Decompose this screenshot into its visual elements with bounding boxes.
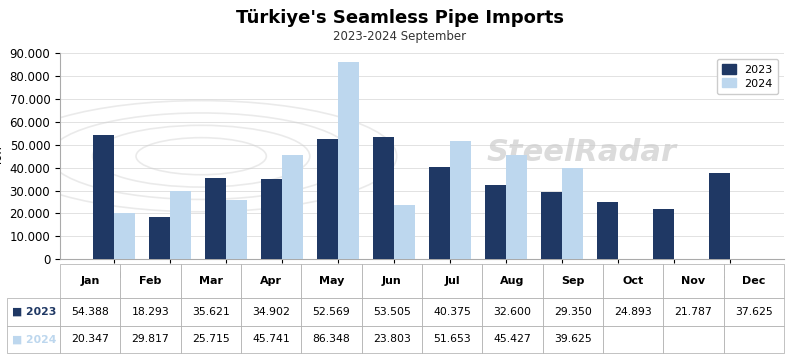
Bar — [562, 169, 583, 259]
Text: SteelRadar: SteelRadar — [486, 138, 676, 166]
Bar — [149, 217, 170, 259]
Bar — [226, 200, 247, 259]
Bar — [653, 209, 674, 259]
Bar — [170, 191, 191, 259]
Bar — [506, 155, 527, 259]
Bar — [338, 62, 359, 259]
Bar — [282, 154, 303, 259]
Legend: 2023, 2024: 2023, 2024 — [717, 59, 778, 94]
Bar — [709, 173, 730, 259]
Bar — [450, 141, 471, 259]
Bar — [261, 179, 282, 259]
Bar — [597, 202, 618, 259]
Bar — [205, 178, 226, 259]
Bar — [429, 167, 450, 259]
Bar — [394, 205, 415, 259]
Bar — [317, 139, 338, 259]
Bar — [93, 135, 114, 259]
Bar — [114, 213, 135, 259]
Y-axis label: Ton: Ton — [0, 146, 6, 166]
Text: Türkiye's Seamless Pipe Imports: Türkiye's Seamless Pipe Imports — [236, 9, 564, 27]
Bar — [541, 192, 562, 259]
Bar — [373, 137, 394, 259]
Bar — [485, 185, 506, 259]
Text: 2023-2024 September: 2023-2024 September — [334, 30, 466, 43]
